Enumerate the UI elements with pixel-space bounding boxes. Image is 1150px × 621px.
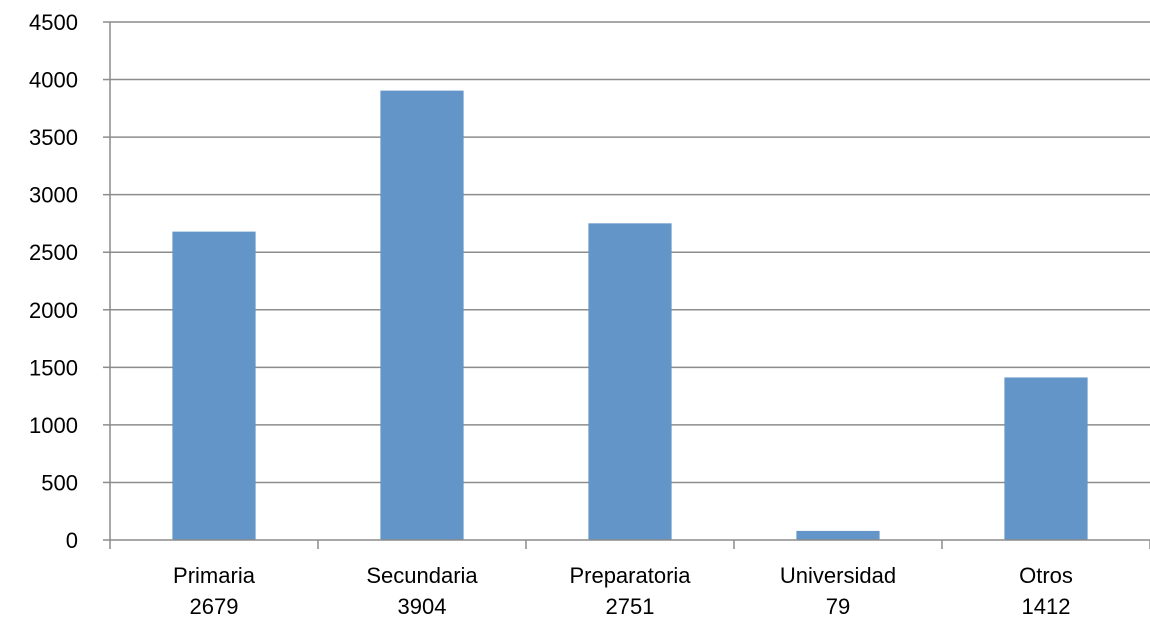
bar-preparatoria: [588, 223, 672, 540]
y-tick-label: 4500: [29, 10, 78, 35]
x-value-label: 3904: [398, 594, 447, 619]
x-category-label: Secundaria: [366, 563, 478, 588]
y-tick-label: 1500: [29, 355, 78, 380]
y-tick-label: 3000: [29, 183, 78, 208]
y-tick-label: 1000: [29, 413, 78, 438]
x-value-label: 2679: [190, 594, 239, 619]
x-value-label: 1412: [1022, 594, 1071, 619]
x-value-label: 2751: [606, 594, 655, 619]
y-tick-label: 0: [66, 528, 78, 553]
y-tick-label: 2500: [29, 240, 78, 265]
y-tick-label: 500: [41, 470, 78, 495]
x-value-label: 79: [826, 594, 850, 619]
x-category-label: Universidad: [780, 563, 896, 588]
tick-labels: 0 500 1000 1500 2000 2500 3000 3500 4000 4500 Prim…: [29, 10, 1073, 619]
bar-secundaria: [380, 90, 464, 540]
x-category-label: Primaria: [173, 563, 256, 588]
x-category-label: Otros: [1019, 563, 1073, 588]
x-category-label: Preparatoria: [569, 563, 691, 588]
bar-universidad: [796, 530, 880, 540]
y-tick-label: 2000: [29, 298, 78, 323]
bars: [172, 90, 1088, 540]
bar-otros: [1004, 377, 1088, 540]
axes: [103, 21, 1150, 549]
bar-primaria: [172, 231, 256, 540]
y-tick-label: 3500: [29, 125, 78, 150]
y-tick-label: 4000: [29, 68, 78, 93]
